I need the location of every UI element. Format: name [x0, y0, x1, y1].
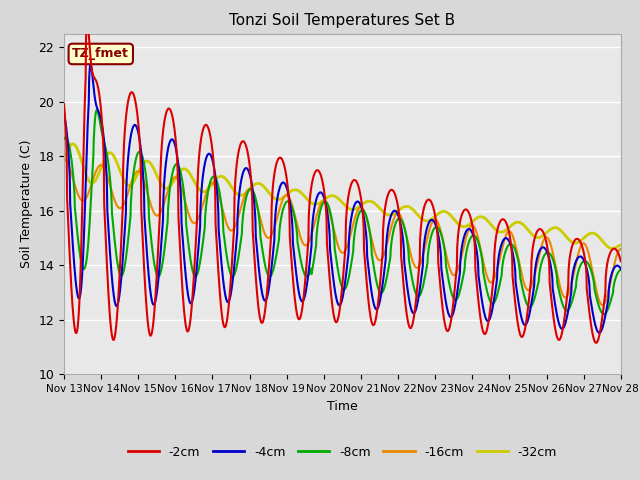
-2cm: [592, 340, 600, 346]
Title: Tonzi Soil Temperatures Set B: Tonzi Soil Temperatures Set B: [229, 13, 456, 28]
-16cm: [617, 246, 625, 252]
-8cm: [428, 230, 436, 236]
-32cm: [279, 195, 287, 201]
Line: -16cm: -16cm: [64, 159, 621, 305]
-16cm: [428, 220, 436, 226]
-8cm: [60, 136, 68, 142]
X-axis label: Time: Time: [327, 400, 358, 413]
-16cm: [278, 197, 286, 203]
-8cm: [279, 207, 287, 213]
-2cm: [520, 331, 527, 337]
-16cm: [599, 302, 607, 308]
-4cm: [60, 111, 68, 117]
-4cm: [292, 273, 300, 278]
-8cm: [617, 267, 625, 273]
-16cm: [292, 217, 300, 223]
-4cm: [87, 62, 95, 68]
-4cm: [595, 330, 603, 336]
-8cm: [568, 300, 575, 305]
-4cm: [520, 321, 527, 327]
-2cm: [184, 328, 191, 334]
-32cm: [184, 168, 191, 173]
-2cm: [292, 308, 300, 313]
-32cm: [292, 187, 300, 193]
-4cm: [184, 288, 191, 293]
-8cm: [292, 225, 300, 231]
-2cm: [428, 201, 436, 207]
-32cm: [609, 246, 616, 252]
Line: -4cm: -4cm: [64, 65, 621, 333]
Y-axis label: Soil Temperature (C): Soil Temperature (C): [20, 140, 33, 268]
-2cm: [617, 258, 625, 264]
-16cm: [520, 278, 527, 284]
-4cm: [617, 266, 625, 272]
-16cm: [183, 205, 191, 211]
-16cm: [60, 156, 68, 162]
-4cm: [428, 217, 436, 223]
-2cm: [83, 19, 91, 24]
-4cm: [568, 279, 575, 285]
-4cm: [279, 180, 287, 185]
-32cm: [520, 222, 527, 228]
-32cm: [568, 239, 575, 245]
Text: TZ_fmet: TZ_fmet: [72, 48, 129, 60]
-32cm: [60, 153, 68, 159]
-2cm: [568, 245, 575, 251]
-8cm: [600, 312, 607, 317]
Line: -2cm: -2cm: [64, 22, 621, 343]
-8cm: [520, 291, 527, 297]
-32cm: [617, 242, 625, 248]
-32cm: [428, 216, 436, 222]
-8cm: [184, 232, 191, 238]
-8cm: [93, 107, 100, 113]
Line: -32cm: -32cm: [64, 144, 621, 249]
-2cm: [279, 158, 287, 164]
Legend: -2cm, -4cm, -8cm, -16cm, -32cm: -2cm, -4cm, -8cm, -16cm, -32cm: [123, 441, 562, 464]
Line: -8cm: -8cm: [64, 110, 621, 314]
-32cm: [69, 141, 77, 147]
-16cm: [568, 281, 575, 287]
-2cm: [60, 101, 68, 107]
